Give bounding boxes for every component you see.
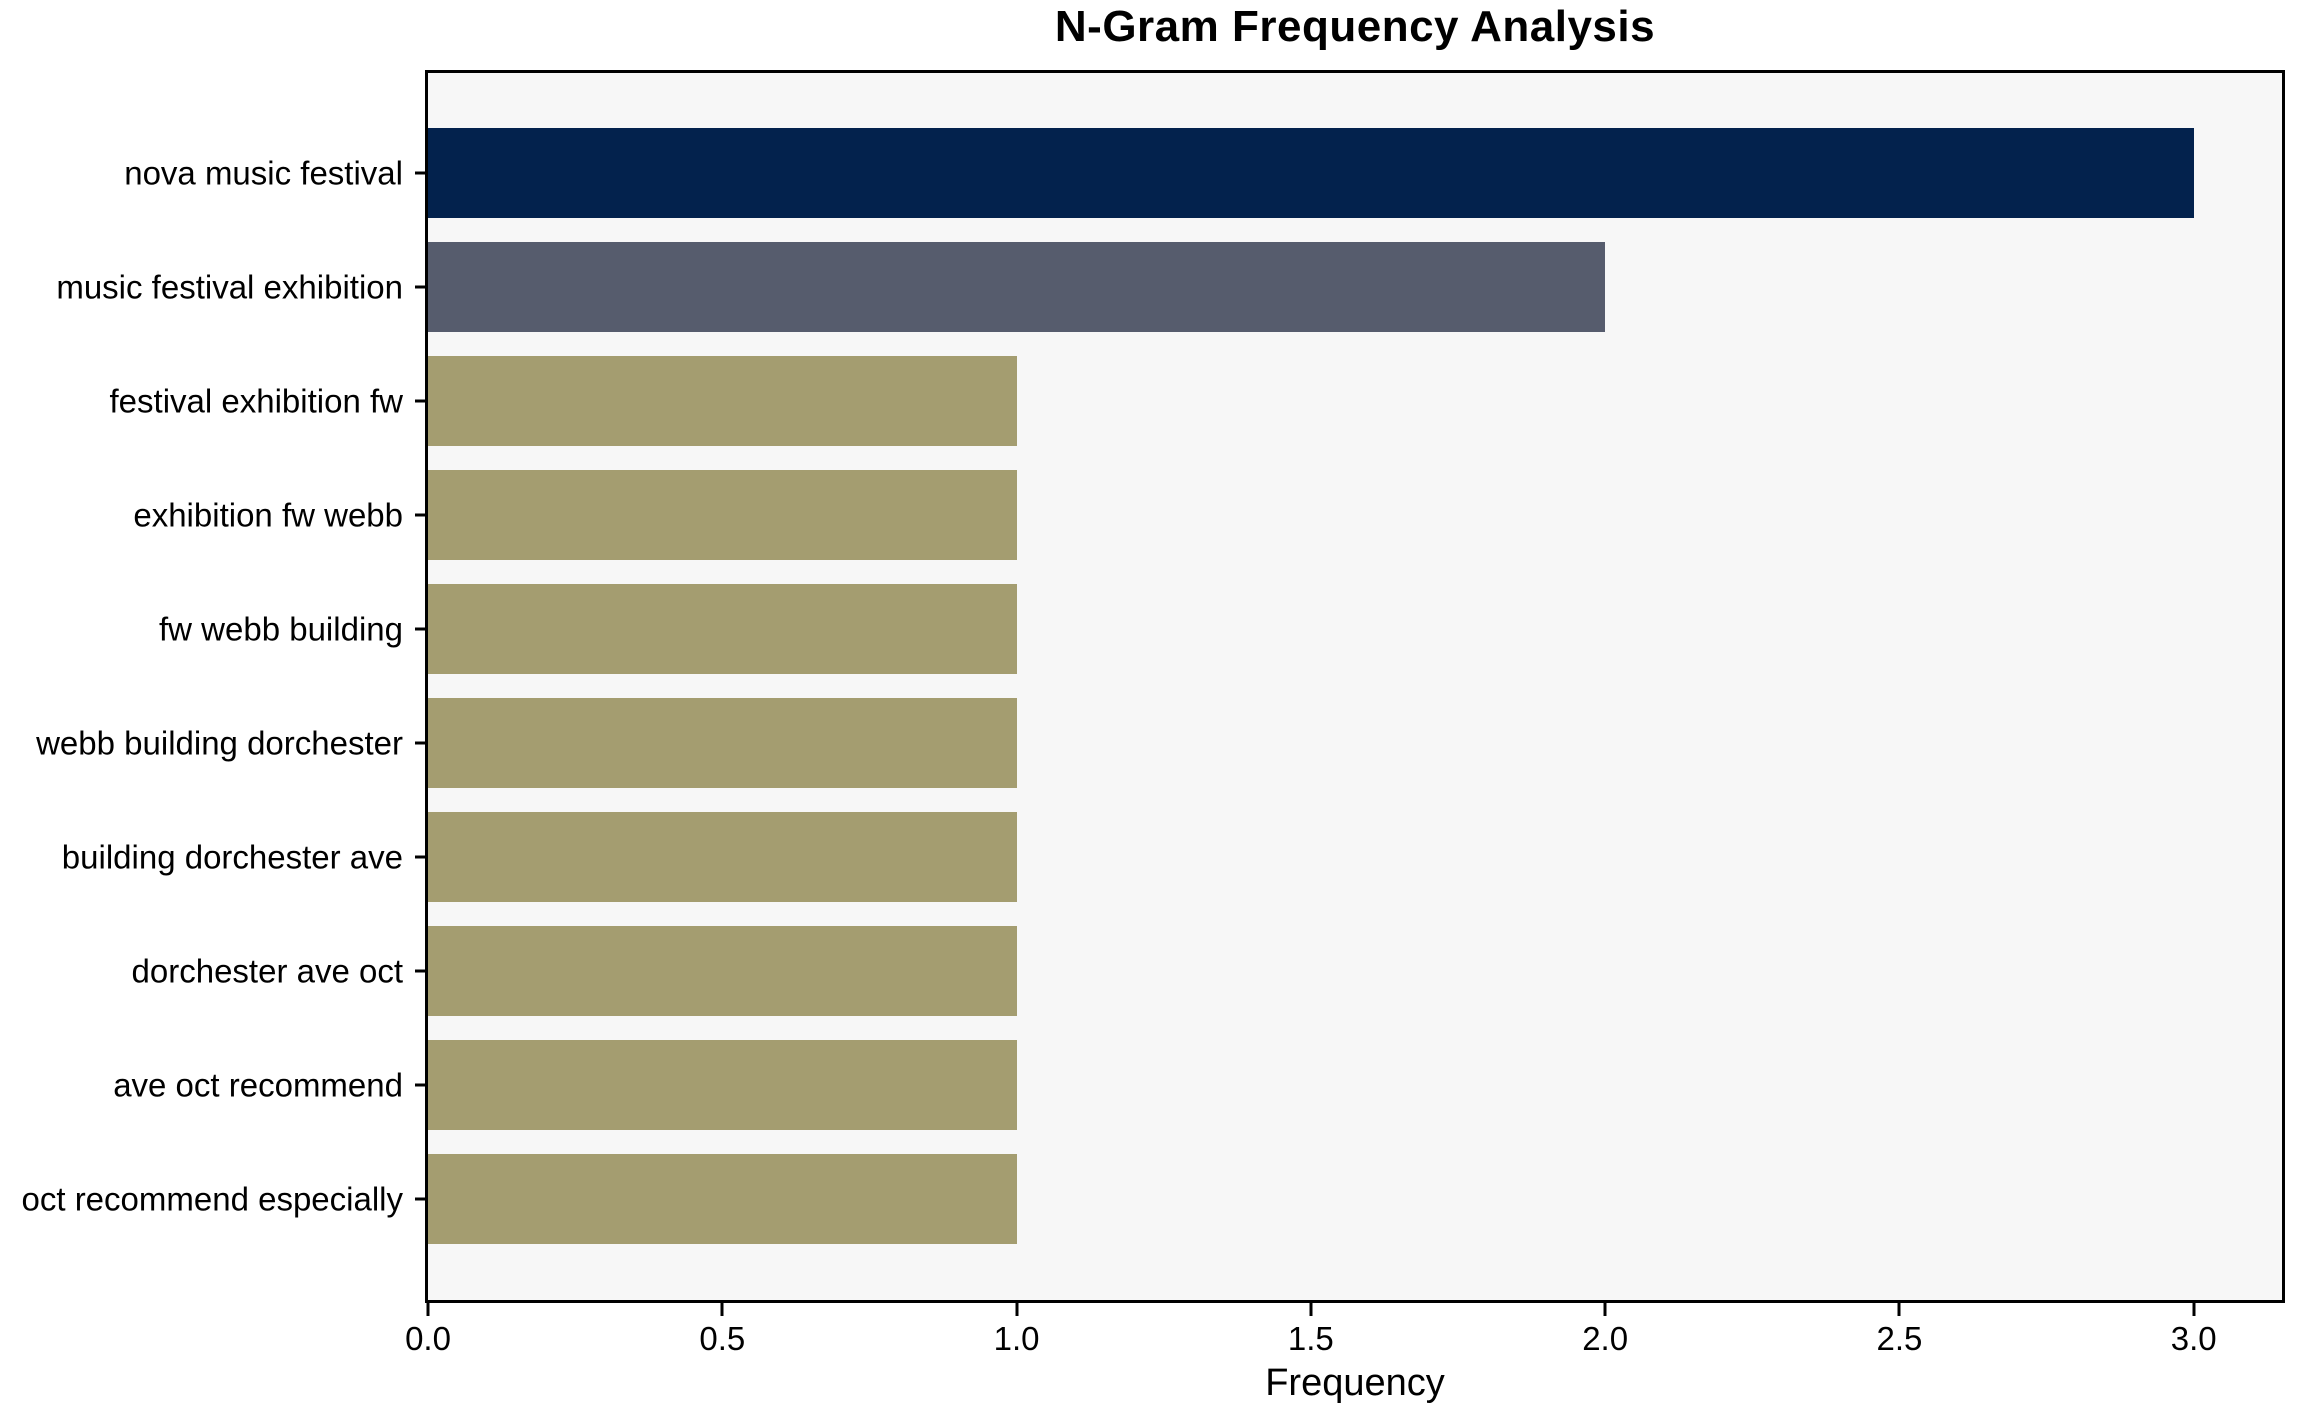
y-tick-mark [415,285,425,289]
x-tick-mark [720,1303,724,1316]
y-tick-label: festival exhibition fw [109,382,403,420]
bar [428,584,1017,674]
chart-title: N-Gram Frequency Analysis [1054,2,1656,51]
y-tick-mark [415,741,425,745]
y-tick-label: ave oct recommend [113,1066,403,1104]
plot-area [425,70,2285,1303]
y-tick-mark [415,171,425,175]
bar [428,356,1017,446]
y-tick-mark [415,1197,425,1201]
bar [428,812,1017,902]
x-tick-label: 1.0 [993,1320,1040,1357]
x-tick-label: 0.5 [699,1320,746,1357]
y-tick-label: exhibition fw webb [133,496,403,534]
bar [428,242,1606,332]
bar [428,1154,1017,1244]
y-tick-mark [415,399,425,403]
bar [428,1040,1017,1130]
y-tick-label: fw webb building [159,610,403,648]
y-axis-labels: nova music festival music festival exhibi… [0,70,404,1303]
x-tick-mark [1015,1303,1019,1316]
x-tick-mark [426,1303,430,1316]
y-tick-mark [415,969,425,973]
x-tick-label: 2.0 [1582,1320,1629,1357]
x-tick-label: 0.0 [405,1320,451,1357]
x-tick-label: 3.0 [2170,1320,2217,1357]
x-axis-label: Frequency [1265,1362,1445,1404]
bar [428,128,2194,218]
bar [428,470,1017,560]
y-tick-label: oct recommend especially [21,1180,404,1218]
x-tick-mark [1603,1303,1607,1316]
y-tick-label: building dorchester ave [61,838,403,876]
y-tick-label: nova music festival [124,154,403,192]
x-tick-mark [1897,1303,1901,1316]
y-tick-mark [415,513,425,517]
y-tick-label: dorchester ave oct [131,952,403,990]
y-tick-label: webb building dorchester [36,724,403,762]
bar [428,698,1017,788]
y-tick-label: music festival exhibition [56,268,403,306]
y-tick-mark [415,1083,425,1087]
x-tick-mark [1309,1303,1313,1316]
bar [428,926,1017,1016]
x-tick-label: 2.5 [1876,1320,1923,1357]
y-tick-mark [415,855,425,859]
y-tick-mark [415,627,425,631]
x-tick-mark [2192,1303,2196,1316]
x-tick-label: 1.5 [1287,1320,1334,1357]
